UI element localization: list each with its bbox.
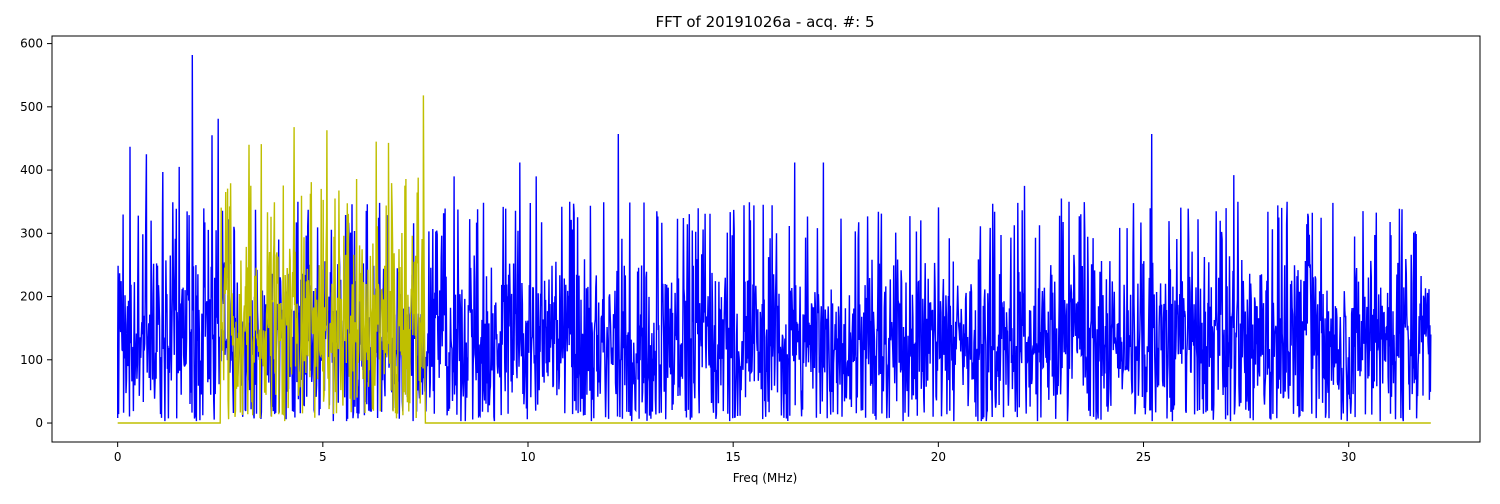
series-layer [117,54,1432,424]
x-tick-label: 20 [931,450,946,464]
y-tick-label: 500 [20,100,43,114]
plot-frame [51,35,1481,443]
x-tick-label: 15 [726,450,741,464]
series-line-yellow [117,95,1431,424]
x-tick-label: 10 [520,450,535,464]
x-tick-label: 0 [114,450,122,464]
x-tick-label: 5 [319,450,327,464]
x-axis-label: Freq (MHz) [733,471,798,485]
series-line-blue [117,54,1432,422]
chart-title: FFT of 20191026a - acq. #: 5 [655,13,874,31]
y-tick-label: 400 [20,163,43,177]
y-tick-label: 100 [20,353,43,367]
x-tick-label: 25 [1136,450,1151,464]
y-tick-label: 300 [20,226,43,240]
y-tick-label: 200 [20,290,43,304]
y-tick-label: 0 [35,416,43,430]
x-tick-label: 30 [1341,450,1356,464]
y-tick-label: 600 [20,37,43,51]
